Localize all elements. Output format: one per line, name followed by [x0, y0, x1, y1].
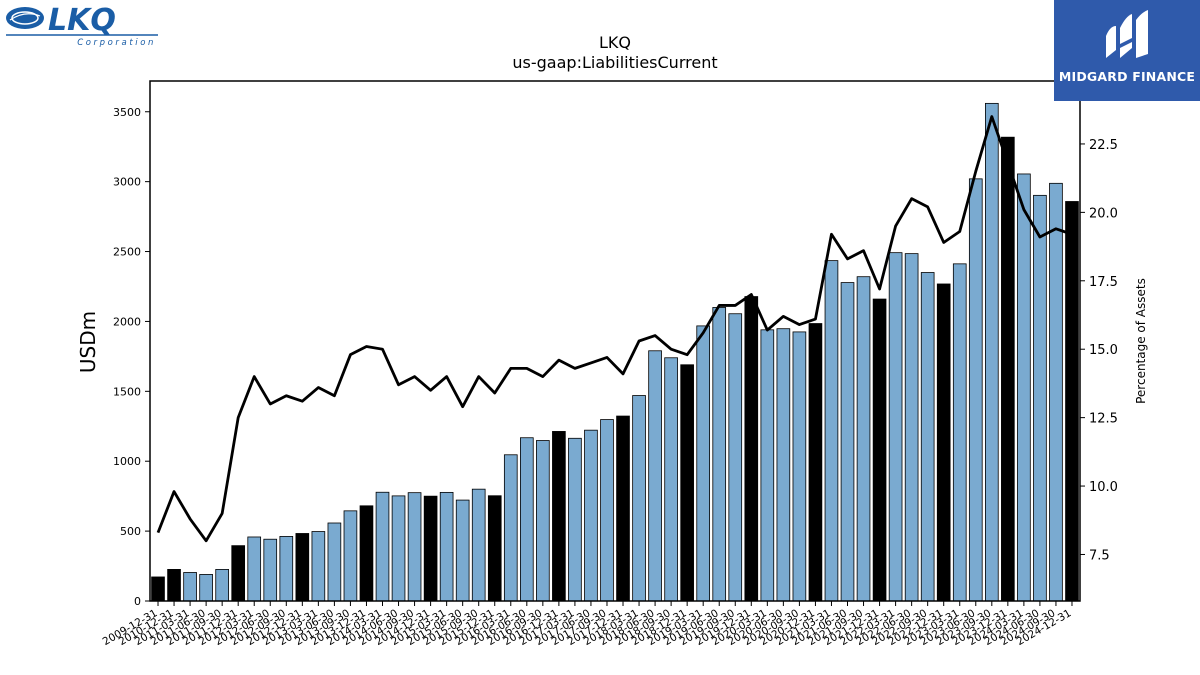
- bar: [1049, 182, 1063, 602]
- bar: [311, 531, 326, 602]
- bar: [279, 536, 294, 602]
- y2-tick-label: 10.0: [1089, 480, 1118, 495]
- chart-title: LKQ: [599, 33, 631, 52]
- bar: [1017, 173, 1031, 602]
- bar: [295, 533, 310, 602]
- bar: [600, 419, 614, 602]
- bar: [199, 574, 213, 602]
- bar: [776, 328, 791, 602]
- bar: [952, 263, 967, 602]
- midgard-finance-text: MIDGARD FINANCE: [1058, 69, 1196, 84]
- y2-tick-label: 15.0: [1089, 343, 1118, 358]
- y-tick-label: 2500: [113, 246, 141, 259]
- y-tick-label: 3500: [113, 106, 141, 119]
- bar: [808, 323, 823, 602]
- bar: [872, 298, 887, 602]
- midgard-emblem-icon: [1106, 10, 1148, 58]
- lkq-logo: LKQ Corporation: [4, 3, 160, 48]
- bar: [1001, 136, 1015, 602]
- bar: [664, 357, 678, 602]
- y2-tick-label: 22.5: [1089, 138, 1118, 153]
- y-tick-label: 1000: [113, 455, 141, 468]
- bar: [824, 260, 839, 602]
- bar: [920, 272, 935, 602]
- bar: [552, 431, 566, 602]
- bar: [183, 572, 197, 602]
- y2-tick-label: 20.0: [1089, 206, 1118, 221]
- bar: [760, 329, 775, 602]
- y-tick-label: 0: [134, 595, 141, 608]
- bar: [648, 350, 662, 602]
- plot-frame: [149, 80, 1081, 602]
- bar: [247, 536, 262, 602]
- y-tick-label: 3000: [113, 176, 141, 189]
- y2-tick-label: 7.5: [1089, 548, 1110, 563]
- bar: [936, 283, 951, 602]
- bar: [712, 307, 727, 602]
- bar: [520, 437, 534, 602]
- bar: [471, 488, 486, 602]
- percentage-line-series: [156, 115, 1073, 543]
- bar: [1033, 194, 1047, 602]
- bar: [632, 395, 646, 602]
- bar: [968, 178, 983, 602]
- bar: [423, 495, 438, 602]
- bar: [536, 440, 550, 602]
- bar: [439, 491, 454, 602]
- y-tick-label: 2000: [113, 315, 141, 328]
- y-tick-label: 1500: [113, 385, 141, 398]
- bar: [343, 510, 358, 602]
- bar: [840, 282, 855, 602]
- bar: [503, 454, 518, 602]
- bar: [327, 522, 342, 602]
- y2-tick-label: 12.5: [1089, 412, 1118, 427]
- y-tick-label: 500: [120, 525, 141, 538]
- percentage-line: [156, 115, 1073, 543]
- bar: [231, 545, 246, 602]
- bar: [375, 491, 390, 602]
- bar: [792, 331, 807, 602]
- bar: [391, 495, 406, 602]
- lkq-logo-subtext: Corporation: [77, 38, 156, 48]
- midgard-finance-logo: MIDGARD FINANCE: [1054, 0, 1200, 101]
- bar: [616, 415, 630, 602]
- bar: [455, 499, 470, 602]
- axes: 0 500 1000 1500 2000 2500 3000 3500 7.5 10.0 12.5 1…: [101, 80, 1118, 648]
- bar: [680, 364, 694, 602]
- bar: [263, 538, 278, 602]
- bar: [407, 492, 422, 602]
- bar: [167, 569, 181, 602]
- bar: [744, 296, 759, 602]
- y-axis-label: USDm: [76, 311, 100, 373]
- bar: [856, 276, 871, 602]
- bar: [696, 325, 711, 602]
- y2-tick-label: 17.5: [1089, 275, 1118, 290]
- bar: [1065, 201, 1079, 602]
- bar: [904, 253, 919, 602]
- lkq-logo-text: LKQ: [48, 4, 116, 38]
- chart-subtitle: us-gaap:LiabilitiesCurrent: [512, 53, 717, 72]
- bar: [728, 313, 743, 602]
- bar: [888, 252, 903, 602]
- bar: [151, 576, 165, 602]
- lkq-logo-graphic: LKQ Corporation: [6, 3, 158, 48]
- bar: [568, 437, 582, 602]
- y2-axis-label: Percentage of Assets: [1134, 278, 1148, 404]
- bar: [359, 505, 374, 602]
- bar: [985, 102, 999, 602]
- bar: [215, 569, 229, 602]
- bar: [487, 495, 502, 602]
- bar: [584, 429, 598, 602]
